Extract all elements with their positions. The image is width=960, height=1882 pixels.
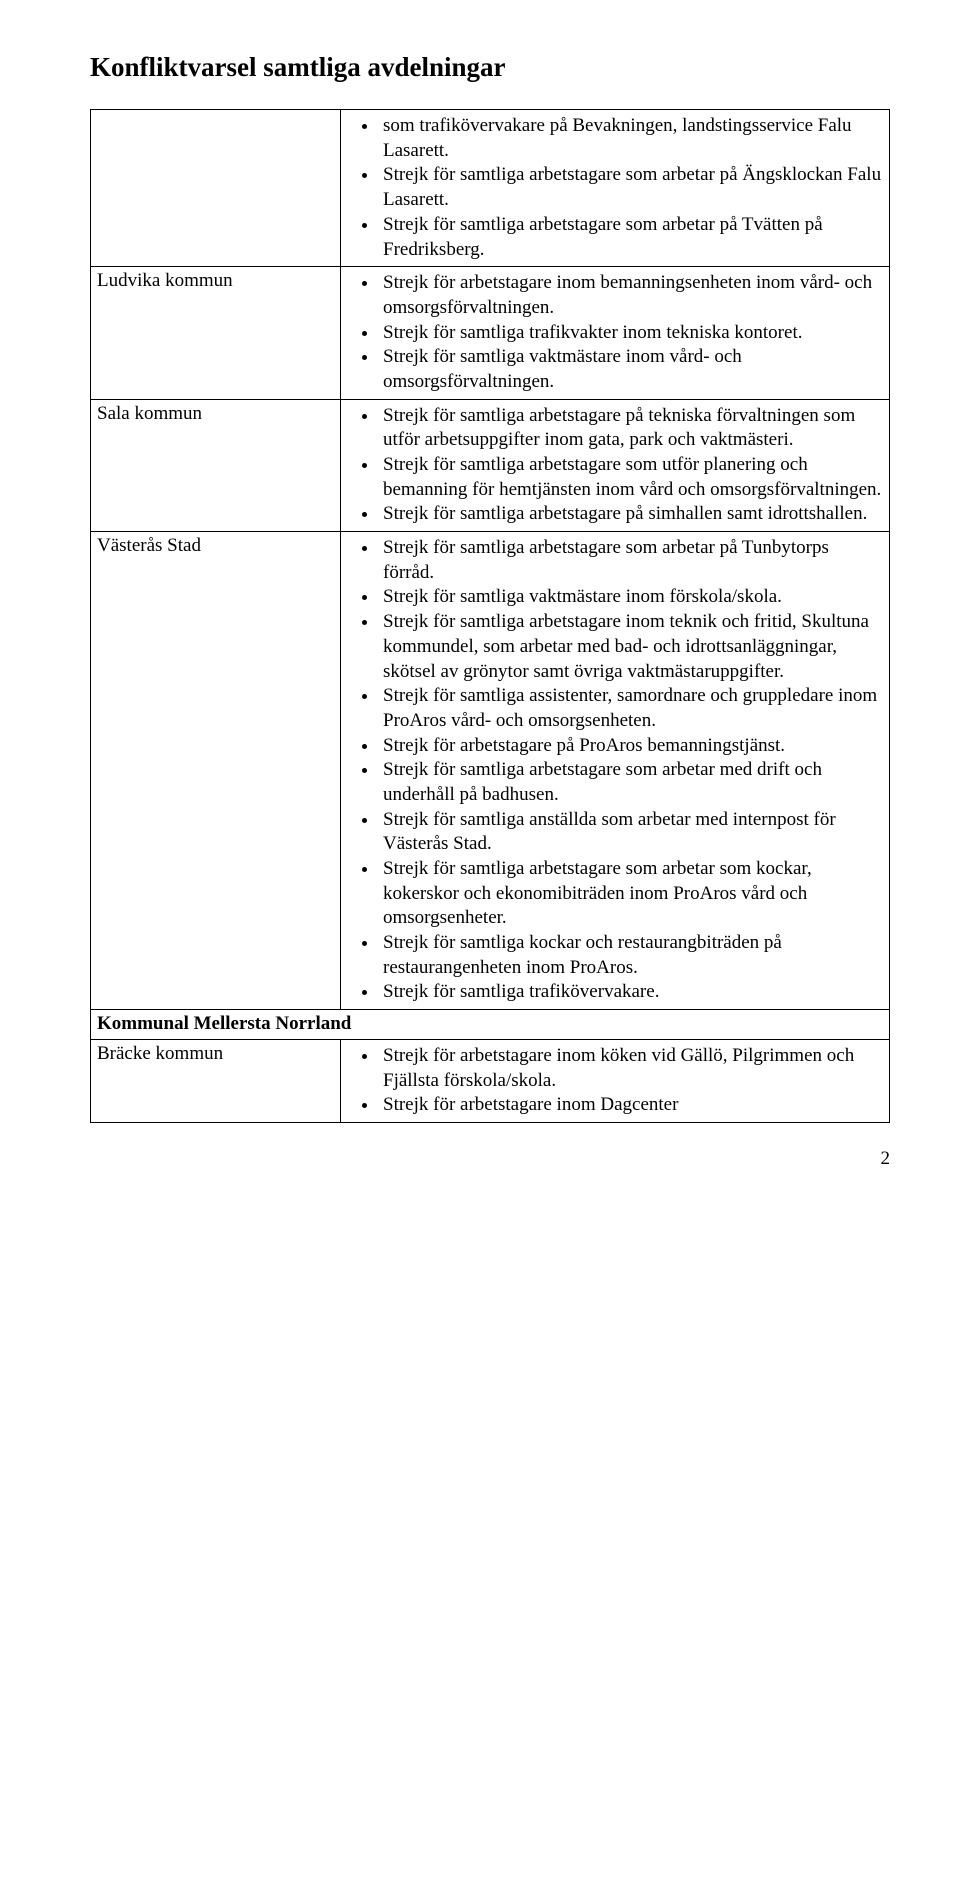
bullet-list: Strejk för arbetstagare inom bemanningse… (347, 271, 883, 394)
conflict-table: som trafikövervakare på Bevakningen, lan… (90, 109, 890, 1123)
list-item: Strejk för samtliga arbetstagare på tekn… (379, 404, 883, 453)
section-header: Kommunal Mellersta Norrland (91, 1010, 890, 1040)
bullet-list: Strejk för samtliga arbetstagare som arb… (347, 536, 883, 1005)
page-number: 2 (90, 1147, 890, 1172)
list-item: Strejk för samtliga arbetstagare som arb… (379, 758, 883, 807)
list-item: Strejk för samtliga arbetstagare inom te… (379, 610, 883, 684)
table-row: som trafikövervakare på Bevakningen, lan… (91, 110, 890, 267)
row-content: Strejk för samtliga arbetstagare på tekn… (341, 399, 890, 531)
list-item: Strejk för samtliga arbetstagare som arb… (379, 213, 883, 262)
table-row: Bräcke kommun Strejk för arbetstagare ino… (91, 1039, 890, 1122)
list-item: Strejk för samtliga vaktmästare inom för… (379, 585, 883, 610)
table-row: Västerås Stad Strejk för samtliga arbetst… (91, 532, 890, 1010)
bullet-list: Strejk för samtliga arbetstagare på tekn… (347, 404, 883, 527)
list-item: Strejk för samtliga trafikövervakare. (379, 980, 883, 1005)
row-label (91, 110, 341, 267)
list-item: Strejk för samtliga vaktmästare inom vår… (379, 345, 883, 394)
list-item: Strejk för samtliga arbetstagare som arb… (379, 857, 883, 931)
table-row: Sala kommun Strejk för samtliga arbetstag… (91, 399, 890, 531)
bullet-list: som trafikövervakare på Bevakningen, lan… (347, 114, 883, 262)
row-label: Ludvika kommun (91, 267, 341, 399)
list-item: Strejk för samtliga anställda som arbeta… (379, 808, 883, 857)
row-label: Bräcke kommun (91, 1039, 341, 1122)
list-item: Strejk för arbetstagare inom köken vid G… (379, 1044, 883, 1093)
bullet-list: Strejk för arbetstagare inom köken vid G… (347, 1044, 883, 1118)
row-label: Västerås Stad (91, 532, 341, 1010)
row-label: Sala kommun (91, 399, 341, 531)
list-item: Strejk för arbetstagare inom bemanningse… (379, 271, 883, 320)
list-item: Strejk för samtliga arbetstagare som arb… (379, 536, 883, 585)
list-item: Strejk för samtliga arbetstagare på simh… (379, 502, 883, 527)
row-content: som trafikövervakare på Bevakningen, lan… (341, 110, 890, 267)
list-item: Strejk för samtliga trafikvakter inom te… (379, 321, 883, 346)
list-item: Strejk för arbetstagare inom Dagcenter (379, 1093, 883, 1118)
row-content: Strejk för arbetstagare inom köken vid G… (341, 1039, 890, 1122)
row-content: Strejk för samtliga arbetstagare som arb… (341, 532, 890, 1010)
row-content: Strejk för arbetstagare inom bemanningse… (341, 267, 890, 399)
list-item: Strejk för samtliga arbetstagare som arb… (379, 163, 883, 212)
list-item: Strejk för arbetstagare på ProAros beman… (379, 734, 883, 759)
table-row: Ludvika kommun Strejk för arbetstagare in… (91, 267, 890, 399)
list-item: Strejk för samtliga kockar och restauran… (379, 931, 883, 980)
list-item: Strejk för samtliga arbetstagare som utf… (379, 453, 883, 502)
list-item: som trafikövervakare på Bevakningen, lan… (379, 114, 883, 163)
page-title: Konfliktvarsel samtliga avdelningar (90, 50, 890, 85)
list-item: Strejk för samtliga assistenter, samordn… (379, 684, 883, 733)
table-row: Kommunal Mellersta Norrland (91, 1010, 890, 1040)
